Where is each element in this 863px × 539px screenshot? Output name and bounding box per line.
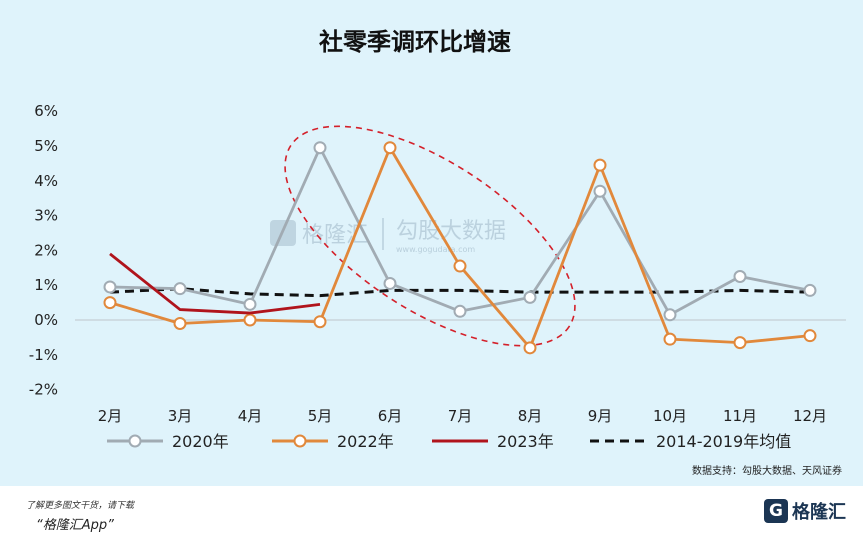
y-tick-label: 0% — [34, 311, 58, 329]
y-tick-label: 4% — [34, 172, 58, 190]
x-tick-label: 2月 — [98, 407, 123, 425]
data-point — [173, 316, 187, 330]
data-point — [803, 283, 817, 297]
legend-label-2023: 2023年 — [497, 432, 554, 451]
data-point — [453, 259, 467, 273]
data-point — [593, 158, 607, 172]
highlight-ellipse — [284, 125, 576, 347]
x-tick-label: 10月 — [653, 407, 687, 425]
data-point — [313, 315, 327, 329]
data-point — [103, 296, 117, 310]
watermark-url: www.gogudata.com — [396, 245, 475, 254]
y-axis-ticks: 6% 5% 4% 3% 2% 1% 0% -1% -2% — [29, 102, 58, 398]
y-tick-label: 2% — [34, 241, 58, 259]
watermark: 格隆汇 勾股大数据 www.gogudata.com — [270, 218, 506, 254]
data-point — [243, 313, 257, 327]
data-point — [103, 280, 117, 294]
x-tick-label: 4月 — [238, 407, 263, 425]
legend-item-2020: 2020年 — [107, 432, 229, 451]
footer-note: 了解更多图文干货，请下载 — [26, 501, 135, 511]
data-point — [803, 329, 817, 343]
footer-app-name: “格隆汇App” — [36, 518, 114, 533]
x-tick-label: 9月 — [588, 407, 613, 425]
x-tick-label: 12月 — [793, 407, 827, 425]
x-tick-label: 7月 — [448, 407, 473, 425]
data-point — [733, 336, 747, 350]
y-tick-label: -1% — [29, 346, 58, 364]
watermark-secondary: 勾股大数据 — [396, 219, 506, 244]
data-point — [243, 297, 257, 311]
x-tick-label: 8月 — [518, 407, 543, 425]
footer-logo: G 格隆汇 — [764, 496, 859, 532]
data-point — [593, 184, 607, 198]
series-line — [109, 252, 321, 315]
logo-mark-icon: G — [764, 499, 788, 523]
data-point — [663, 332, 677, 346]
y-tick-label: 3% — [34, 207, 58, 225]
legend-item-avg: 2014-2019年均值 — [590, 432, 791, 451]
data-point — [313, 141, 327, 155]
legend: 2020年 2022年 2023年 2014-2019年均值 — [107, 432, 791, 451]
legend-label-2022: 2022年 — [337, 432, 394, 451]
legend-item-2022: 2022年 — [272, 432, 394, 451]
legend-item-2023: 2023年 — [432, 432, 554, 451]
x-tick-label: 6月 — [378, 407, 403, 425]
x-tick-label: 11月 — [723, 407, 757, 425]
data-point — [383, 276, 397, 290]
legend-label-2020: 2020年 — [172, 432, 229, 451]
series-line — [109, 287, 811, 298]
legend-label-avg: 2014-2019年均值 — [656, 432, 791, 451]
footer: 了解更多图文干货，请下载 “格隆汇App” G 格隆汇 — [0, 486, 863, 539]
chart-panel: 社零季调环比增速 格隆汇 勾股大数据 www.gogudata.com 6% 5%… — [0, 0, 863, 486]
data-point — [173, 282, 187, 296]
x-tick-label: 3月 — [168, 407, 193, 425]
data-point — [663, 308, 677, 322]
chart-title: 社零季调环比增速 — [319, 28, 511, 56]
series-layer — [103, 141, 817, 355]
y-tick-label: 5% — [34, 137, 58, 155]
data-point — [383, 141, 397, 155]
y-tick-label: 6% — [34, 102, 58, 120]
chart-svg: 社零季调环比增速 格隆汇 勾股大数据 www.gogudata.com 6% 5%… — [29, 28, 846, 477]
data-point — [733, 270, 747, 283]
data-point — [523, 341, 537, 355]
data-point — [453, 304, 467, 318]
x-axis-ticks: 2月 3月 4月 5月 6月 7月 8月 9月 10月 11月 12月 — [98, 407, 827, 425]
x-tick-label: 5月 — [308, 407, 333, 425]
y-tick-label: -2% — [29, 381, 58, 399]
logo-text: 格隆汇 — [792, 502, 846, 523]
source-text: 数据支持：勾股大数据、天风证券 — [692, 464, 842, 477]
data-point — [523, 290, 537, 304]
y-tick-label: 1% — [34, 276, 58, 294]
